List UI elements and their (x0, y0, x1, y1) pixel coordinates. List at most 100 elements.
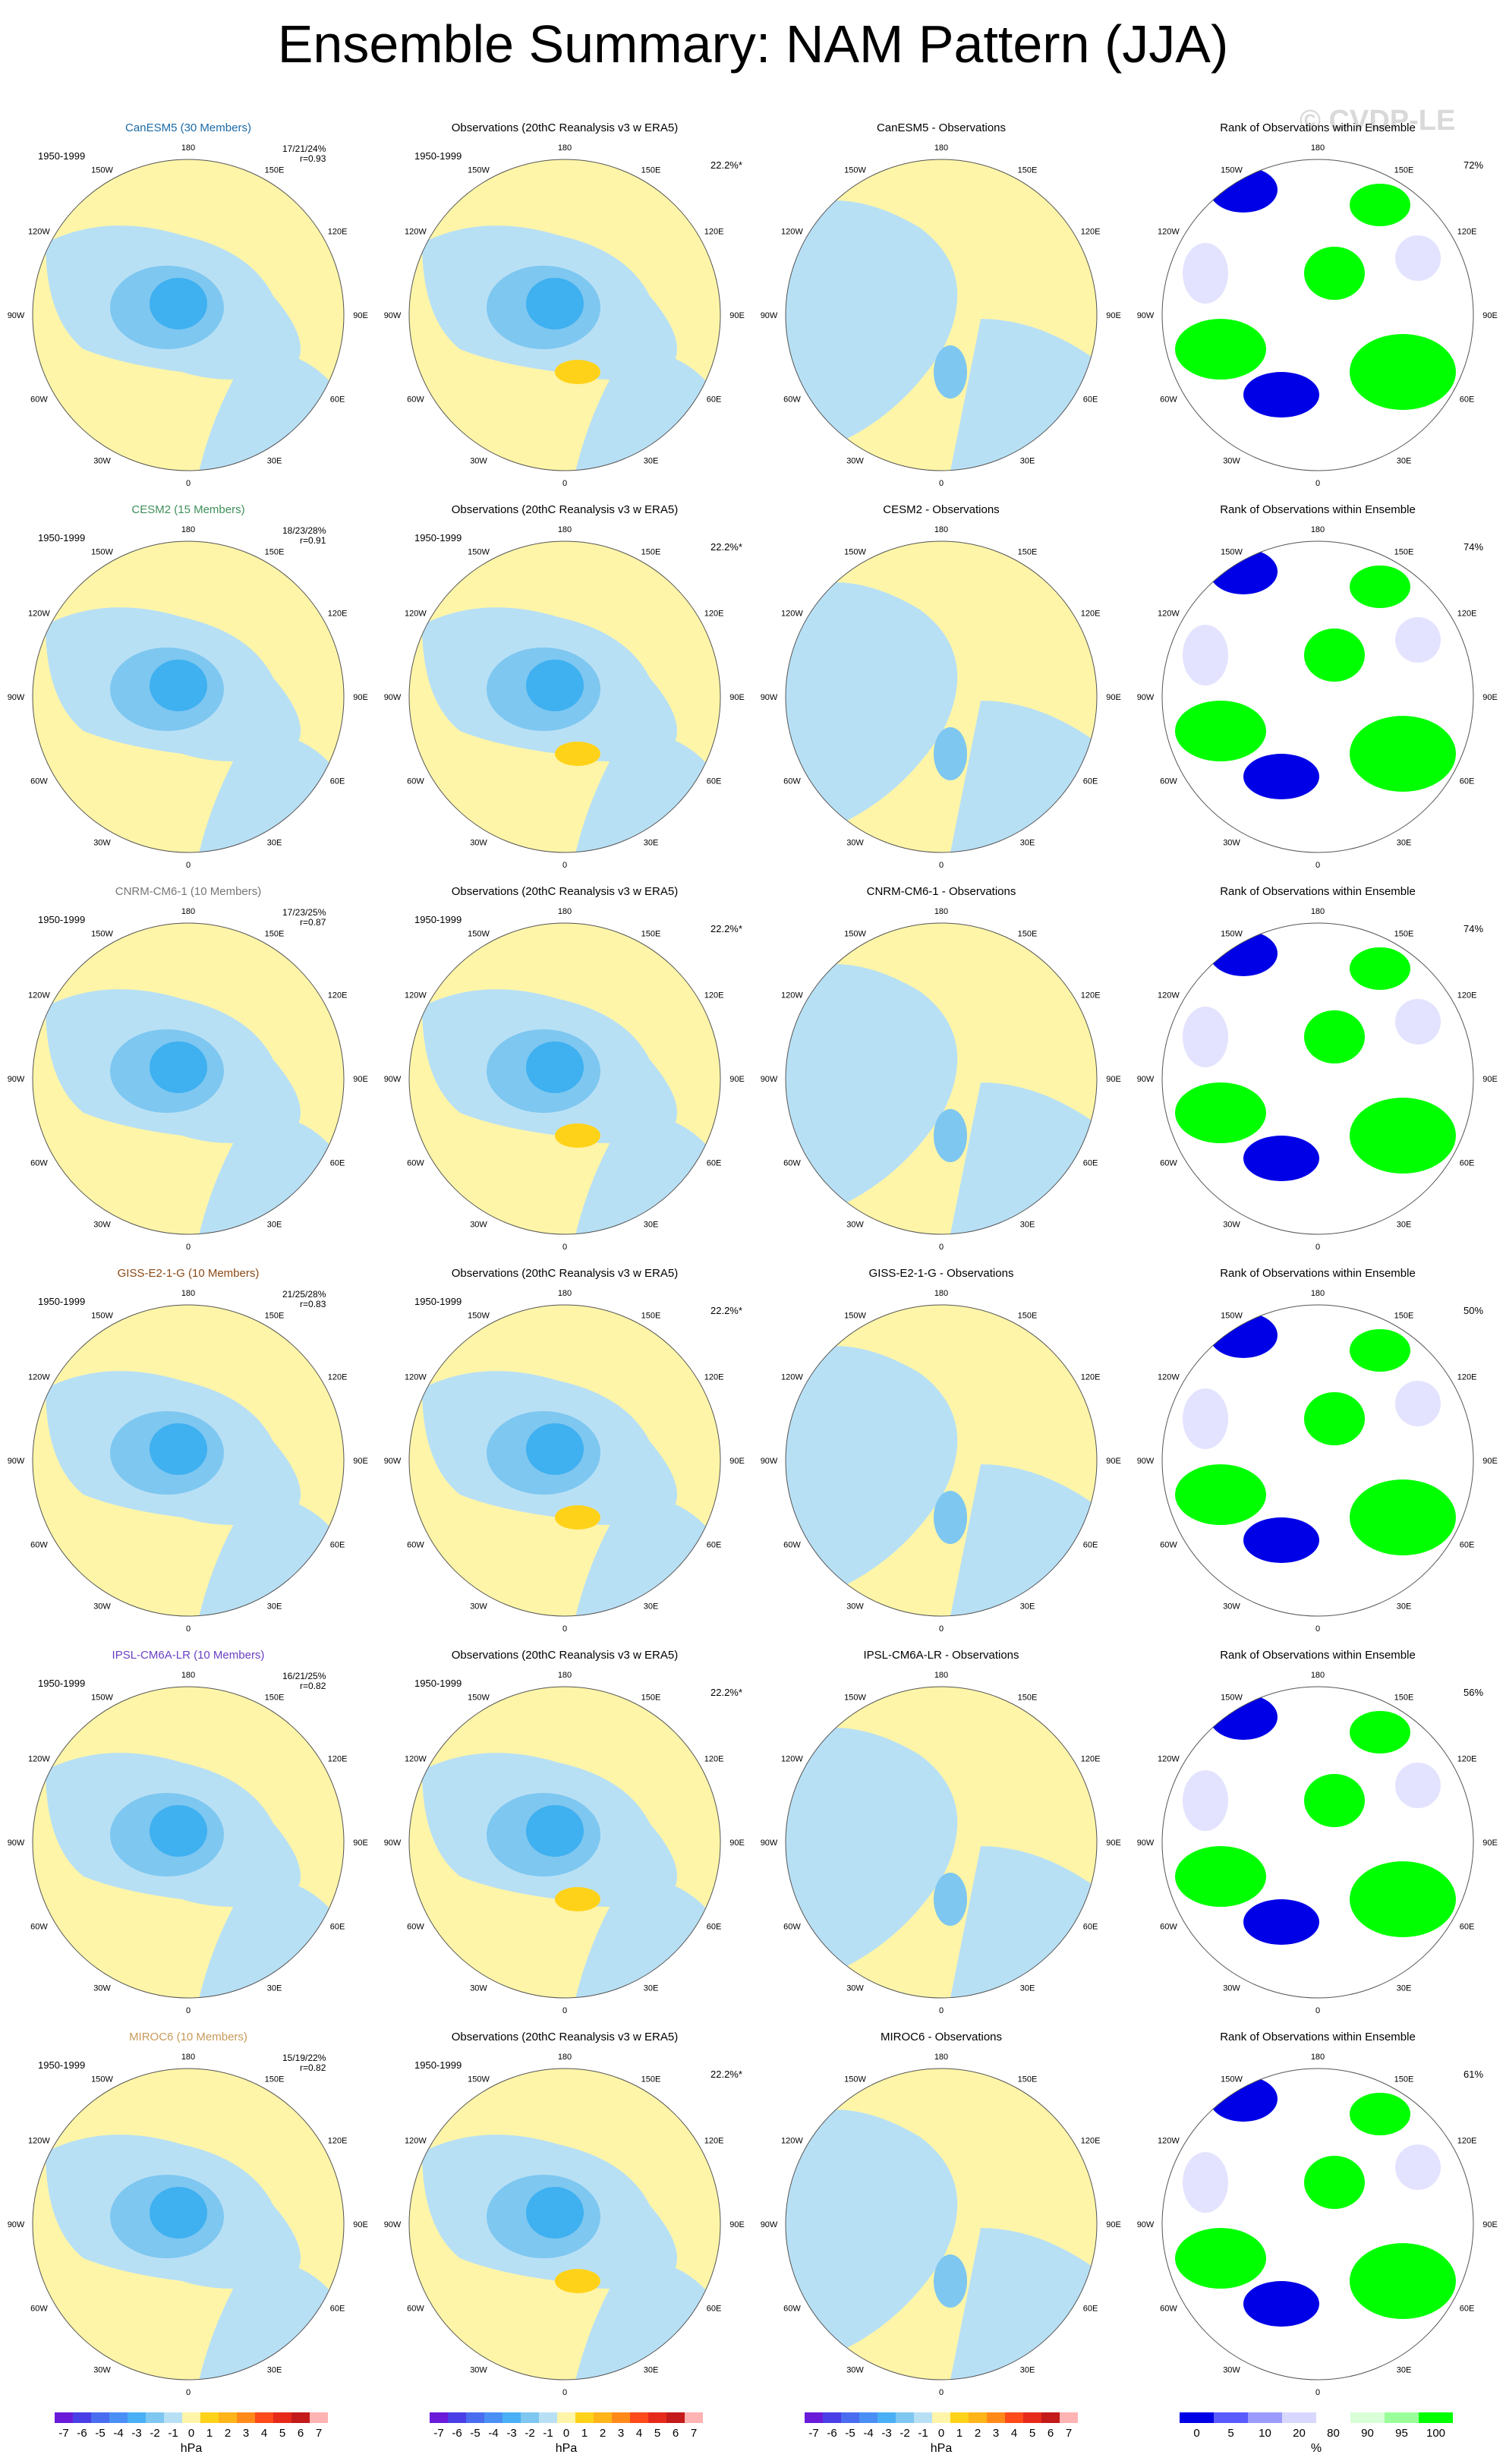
longitude-label: 120E (1081, 228, 1101, 237)
longitude-label: 60W (407, 395, 424, 405)
longitude-label: 0 (562, 1624, 567, 1634)
longitude-label: 120W (781, 1755, 803, 1764)
longitude-label: 90W (761, 1075, 778, 1084)
panel-title: Rank of Observations within Ensemble (1220, 885, 1416, 898)
longitude-label: 60E (1460, 777, 1475, 786)
colorbar-rank: 0 5 10 20 80 90 95 100% (1172, 2412, 1460, 2458)
longitude-label: 150E (1018, 930, 1038, 939)
longitude-label: 90W (384, 1457, 402, 1466)
rank-percent: 56% (1463, 1687, 1484, 1698)
longitude-label: 30E (267, 1983, 282, 1993)
period-label: 1950-1999 (38, 150, 86, 162)
longitude-label: 30E (1020, 2365, 1035, 2374)
longitude-label: 30E (267, 2365, 282, 2374)
rank-region (1350, 2093, 1410, 2135)
longitude-label: 0 (1315, 2006, 1320, 2015)
longitude-label: 30W (470, 1602, 487, 1611)
colorbar-tick-label: 2 (600, 2427, 606, 2440)
longitude-label: 90E (353, 1839, 368, 1848)
rank-region (1304, 2156, 1365, 2209)
colorbar-tick-label: 1 (581, 2427, 588, 2440)
longitude-label: 180 (558, 1289, 572, 1298)
longitude-label: 120W (1158, 610, 1180, 619)
longitude-label: 60W (783, 1923, 801, 1932)
rank-region (1350, 1861, 1456, 1937)
longitude-label: 30W (93, 1983, 111, 1993)
spread-stat: 17/21/24% (282, 143, 326, 154)
polar-map: 180 150E 120E 90E 60E 30E 0 30W 60W 90W 120W 150W (8, 2053, 368, 2397)
longitude-label: 180 (181, 1289, 195, 1298)
longitude-label: 0 (939, 2006, 944, 2015)
spread-stat: 16/21/25% (282, 1671, 326, 1681)
colorbar-swatch (448, 2412, 466, 2423)
longitude-label: 180 (181, 525, 195, 534)
colorbar-swatch (128, 2412, 146, 2423)
longitude-label: 60E (1083, 1541, 1098, 1550)
longitude-label: 150E (1394, 930, 1414, 939)
colorbar-swatch (291, 2412, 310, 2423)
longitude-label: 30E (1020, 838, 1035, 847)
longitude-label: 60W (407, 777, 424, 786)
obs-percent: 22.2%* (710, 2069, 742, 2080)
colorbar-tick-label: -1 (918, 2427, 928, 2440)
negative-anomaly-core (526, 1041, 584, 1093)
longitude-label: 60E (1083, 777, 1098, 786)
longitude-label: 180 (1311, 907, 1325, 916)
longitude-label: 150W (844, 166, 866, 175)
longitude-label: 30W (1223, 838, 1240, 847)
longitude-label: 150E (641, 2075, 661, 2084)
colorbar-tick-label: -5 (95, 2427, 105, 2440)
colorbar-swatch (666, 2412, 685, 2423)
colorbar-swatch (950, 2412, 969, 2423)
watermark: © CVDP-LE (1300, 105, 1456, 137)
longitude-label: 120W (781, 2137, 803, 2146)
longitude-label: 90E (353, 693, 368, 702)
longitude-label: 120W (1158, 991, 1180, 1000)
longitude-label: 30E (1020, 1220, 1035, 1229)
figure-title: Ensemble Summary: NAM Pattern (JJA) (277, 14, 1229, 74)
polar-map: 180 150E 120E 90E 60E 30E 0 30W 60W 90W 120W 150W (761, 143, 1121, 488)
rank-region (1209, 1312, 1278, 1358)
longitude-label: 30W (1223, 2365, 1240, 2374)
longitude-label: 30W (1223, 1983, 1240, 1993)
colorbar-swatch (273, 2412, 291, 2423)
longitude-label: 90E (353, 311, 368, 320)
longitude-label: 150E (641, 1312, 661, 1321)
rank-region (1350, 566, 1410, 608)
negative-anomaly-core (150, 1805, 207, 1857)
longitude-label: 90E (353, 1075, 368, 1084)
negative-anomaly (786, 1346, 958, 1586)
longitude-label: 90W (1137, 1457, 1155, 1466)
longitude-label: 60E (1460, 1923, 1475, 1932)
longitude-label: 90E (729, 311, 745, 320)
colorbar-swatch (557, 2412, 575, 2423)
colorbar-tick-label: 3 (993, 2427, 999, 2440)
colorbar-tick-label: -6 (77, 2427, 87, 2440)
colorbar-tick-label: -1 (168, 2427, 178, 2440)
model-panel: IPSL-CM6A-LR (10 Members) 1950-1999 16/21/… (0, 1649, 376, 2031)
panel-title: MIROC6 - Observations (880, 2031, 1003, 2043)
observations-panel: Observations (20thC Reanalysis v3 w ERA5… (376, 1267, 753, 1649)
colorbar-tick-label: 7 (316, 2427, 322, 2440)
period-label: 1950-1999 (38, 532, 86, 544)
longitude-label: 90W (384, 311, 402, 320)
longitude-label: 30E (1020, 456, 1035, 465)
rank-region (1243, 1899, 1319, 1945)
longitude-label: 30W (1223, 456, 1240, 465)
obs-percent: 22.2%* (710, 159, 742, 171)
colorbar-tick-label: 2 (975, 2427, 981, 2440)
longitude-label: 90W (1137, 311, 1155, 320)
colorbar-swatch (310, 2412, 328, 2423)
longitude-label: 30E (1020, 1983, 1035, 1993)
longitude-label: 150W (468, 166, 490, 175)
longitude-label: 150E (1018, 548, 1038, 557)
longitude-label: 180 (1311, 1671, 1325, 1680)
rank-region (1175, 701, 1266, 761)
negative-anomaly-core (934, 2254, 967, 2308)
polar-map: 180 150E 120E 90E 60E 30E 0 30W 60W 90W 120W 150W (761, 1289, 1121, 1634)
colorbar-tick-label: -2 (900, 2427, 909, 2440)
panel-title: MIROC6 (10 Members) (129, 2031, 247, 2043)
longitude-label: 0 (562, 861, 567, 870)
longitude-label: 120E (328, 991, 348, 1000)
longitude-label: 150E (1394, 548, 1414, 557)
